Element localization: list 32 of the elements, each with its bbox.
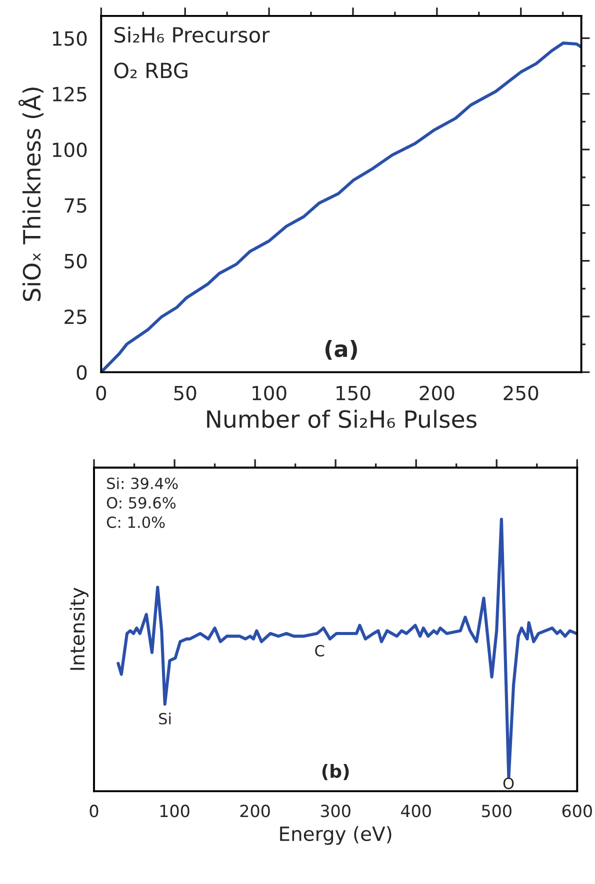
y-tick-label: 100 bbox=[52, 142, 87, 158]
y-tick-label: 0 bbox=[76, 365, 87, 380]
annotation: Si₂H₆ Precursor bbox=[114, 26, 270, 43]
annotation: O bbox=[503, 778, 514, 790]
x-tick-label: 200 bbox=[420, 386, 454, 400]
y-tick-label: 125 bbox=[52, 86, 86, 102]
x-tick-label: 250 bbox=[504, 386, 538, 400]
y-tick-label: 150 bbox=[52, 31, 87, 46]
text: (b) bbox=[322, 764, 349, 780]
y-axis-title: Intensity bbox=[70, 588, 88, 670]
x-tick-label: 100 bbox=[252, 386, 286, 400]
annotation: O₂ RBG bbox=[114, 62, 188, 78]
x-tick-label: 600 bbox=[562, 804, 592, 818]
text: (a) bbox=[325, 340, 357, 360]
annotation: C bbox=[315, 644, 324, 656]
x-axis-title: Energy (eV) bbox=[280, 826, 392, 845]
x-tick-label: 50 bbox=[174, 386, 196, 400]
y-tick-label: 25 bbox=[64, 309, 86, 324]
annotation: Si bbox=[159, 712, 171, 724]
y-tick-label: 50 bbox=[64, 254, 87, 268]
y-tick-label: 75 bbox=[64, 198, 86, 213]
x-tick-label: 400 bbox=[401, 804, 431, 818]
x-axis-title: Number of Si₂H₆ Pulses bbox=[207, 410, 476, 428]
x-tick-label: 0 bbox=[96, 386, 106, 400]
x-tick-label: 300 bbox=[320, 804, 350, 818]
x-tick-label: 500 bbox=[482, 804, 512, 818]
annotation: Si: 39.4% O: 59.6% C: 1.0% bbox=[106, 477, 178, 528]
x-tick-label: 150 bbox=[336, 386, 370, 400]
x-tick-label: 100 bbox=[160, 804, 190, 818]
y-axis-title: SiOₓ Thickness (Å) bbox=[18, 88, 44, 301]
x-tick-label: 200 bbox=[240, 804, 270, 818]
x-tick-label: 0 bbox=[90, 804, 98, 818]
